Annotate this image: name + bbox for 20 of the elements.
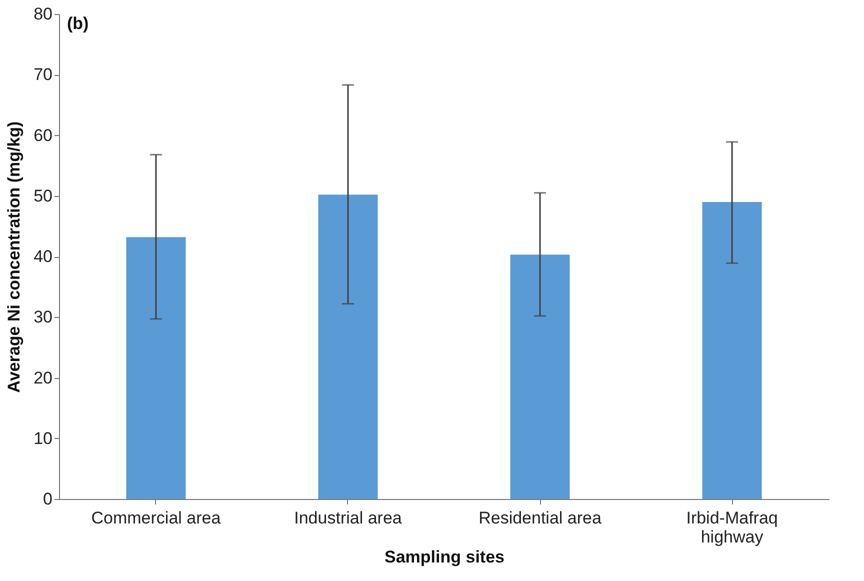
x-tick-label: Residential area — [478, 508, 602, 528]
bar — [510, 254, 570, 499]
y-tick-label: 40 — [34, 247, 52, 266]
annotation: (b) — [67, 14, 89, 33]
x-tick-label: Commercial area — [91, 508, 222, 528]
y-tick-label: 50 — [34, 186, 52, 206]
x-axis-title: Sampling sites — [384, 548, 504, 566]
y-tick-label: 70 — [34, 65, 52, 84]
y-tick-label: 20 — [34, 368, 52, 388]
y-axis-title: Average Ni concentration (mg/kg) — [4, 121, 24, 393]
y-tick-label: 30 — [34, 308, 52, 327]
bar — [126, 237, 186, 499]
y-tick-label: 80 — [34, 4, 52, 24]
x-tick-label: Irbid-Mafraq highway — [686, 508, 778, 546]
y-tick-label: 10 — [34, 428, 52, 448]
bar — [702, 202, 762, 499]
bar — [318, 194, 378, 499]
x-tick-label: Industrial area — [294, 508, 402, 528]
y-tick-label: 0 — [43, 490, 52, 508]
y-tick-label: 60 — [34, 126, 52, 145]
